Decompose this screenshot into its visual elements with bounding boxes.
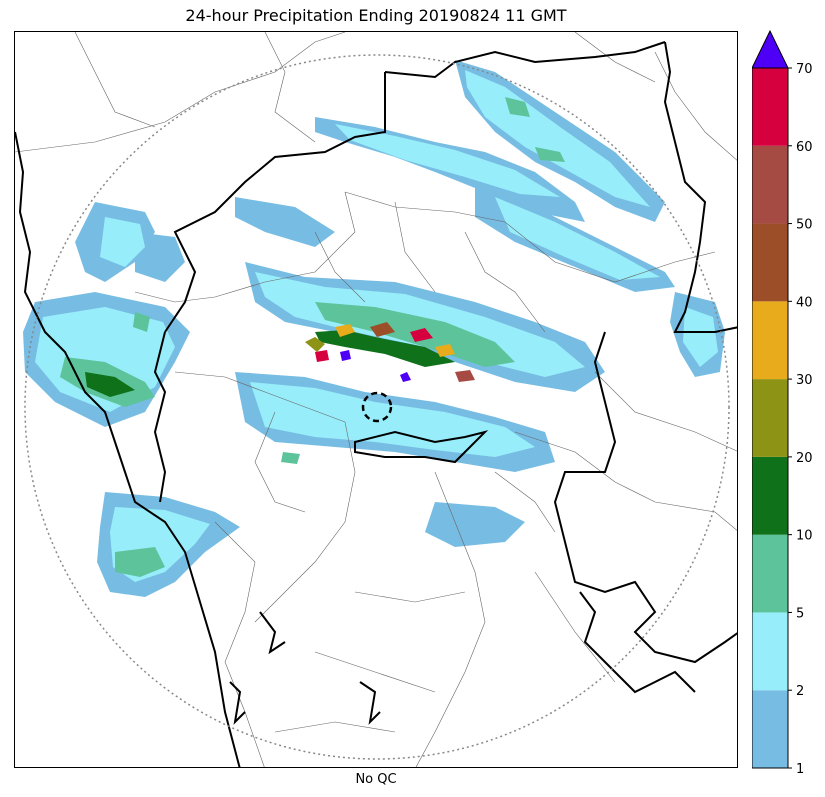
colorbar-extend-triangle	[752, 30, 789, 69]
admin-boundaries	[15, 32, 737, 767]
colorbar-bands	[752, 68, 788, 768]
colorbar-tick-label: 60	[796, 140, 813, 155]
colorbar-tick-label: 70	[796, 62, 813, 77]
colorbar-band	[752, 379, 788, 457]
colorbar-tick-label: 30	[796, 373, 813, 388]
colorbar-band	[752, 145, 788, 224]
colorbar-tick-label: 20	[796, 451, 813, 466]
map-canvas	[15, 32, 737, 767]
colorbar-band	[752, 612, 788, 691]
chart-title: 24-hour Precipitation Ending 20190824 11…	[185, 6, 567, 25]
colorbar-band	[752, 534, 788, 613]
colorbar: 1 2 5 10 20 30 40 50 60 70	[752, 30, 813, 775]
qc-label: No QC	[355, 772, 397, 787]
radar-map	[14, 31, 738, 768]
colorbar-band	[752, 690, 788, 768]
radar-site-marker	[361, 391, 393, 423]
colorbar-tick-label: 2	[796, 684, 804, 699]
major-borders	[15, 41, 737, 767]
colorbar-tick-label: 5	[796, 606, 804, 621]
colorbar-tick-label: 1	[796, 762, 804, 775]
range-ring	[24, 54, 730, 760]
precip-field-10-20	[85, 330, 455, 397]
precip-cells-20-plus	[305, 322, 475, 382]
colorbar-tick-label: 40	[796, 295, 813, 310]
colorbar-band	[752, 456, 788, 535]
colorbar-band	[752, 301, 788, 380]
colorbar-tick-label: 10	[796, 529, 813, 544]
colorbar-band	[752, 223, 788, 302]
colorbar-band	[752, 68, 788, 146]
colorbar-outline	[752, 67, 789, 769]
colorbar-tick-label: 50	[796, 218, 813, 233]
colorbar-tick-labels: 1 2 5 10 20 30 40 50 60 70	[788, 62, 813, 775]
